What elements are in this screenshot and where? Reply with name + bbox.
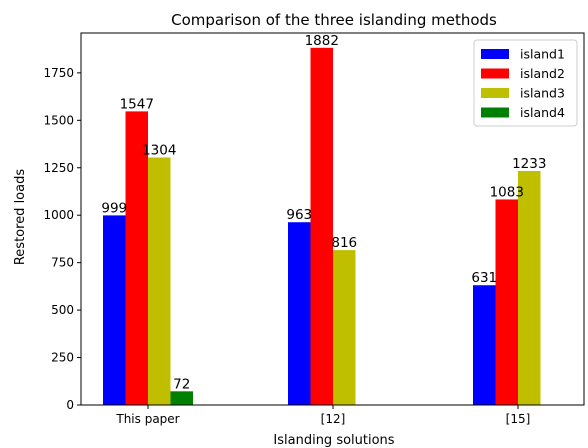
y-tick-label: 1000: [43, 208, 74, 222]
legend-label-island1: island1: [520, 47, 565, 62]
y-tick-label: 0: [66, 398, 74, 412]
data-label-island2-1: 1882: [305, 33, 339, 49]
y-axis-label: Restored loads: [13, 169, 28, 265]
data-label-island2-2: 1083: [490, 184, 524, 200]
data-label-island1-0: 999: [101, 200, 127, 216]
bar-island1-0: [103, 215, 126, 405]
y-tick-label: 1250: [43, 161, 74, 175]
data-label-island1-1: 963: [286, 207, 312, 223]
bar-island1-2: [473, 285, 496, 405]
bar-island2-1: [310, 47, 333, 406]
y-tick-label: 1750: [43, 66, 74, 80]
legend-box: [473, 39, 578, 127]
bar-island2-0: [125, 111, 148, 405]
x-tick-label: This paper: [115, 412, 179, 426]
data-label-island2-0: 1547: [120, 96, 154, 112]
y-tick-label: 1500: [43, 113, 74, 127]
bar-island3-2: [518, 170, 541, 405]
chart-title: Comparison of the three islanding method…: [171, 11, 497, 29]
bar-island4-0: [170, 391, 193, 405]
bar-island2-2: [495, 199, 518, 405]
legend-swatch-island2: [481, 68, 509, 79]
bars-layer: [103, 47, 541, 406]
data-labels-layer: 999 963 631 1547 1882 1083 1304 816 1233 72: [101, 33, 546, 393]
legend-swatch-island4: [481, 107, 509, 118]
data-label-island3-0: 1304: [142, 143, 176, 159]
y-tick-label: 750: [51, 256, 74, 270]
x-axis-label: Islanding solutions: [273, 433, 394, 448]
data-label-island4-0: 72: [173, 376, 190, 392]
data-label-island3-1: 816: [331, 235, 357, 251]
bar-island3-1: [333, 250, 356, 405]
y-axis: 0 250 500 750 1000 1250 1500 1750: [43, 66, 81, 412]
legend-label-island2: island2: [520, 66, 565, 81]
data-label-island1-2: 631: [471, 270, 497, 286]
x-tick-label: [12]: [321, 412, 346, 426]
y-tick-label: 500: [51, 303, 74, 317]
legend-label-island4: island4: [520, 105, 565, 120]
x-tick-label: [15]: [506, 412, 531, 426]
plot-frame: [80, 32, 585, 406]
legend-label-island3: island3: [520, 86, 565, 101]
data-label-island3-2: 1233: [512, 156, 546, 172]
bar-island1-1: [288, 222, 311, 405]
legend-swatch-island1: [481, 49, 509, 59]
y-tick-label: 250: [51, 351, 74, 365]
x-axis: This paper [12] [15]: [115, 405, 530, 426]
legend-swatch-island3: [481, 88, 509, 98]
legend: island1 island2 island3 island4: [473, 39, 578, 127]
bar-island3-0: [148, 157, 171, 405]
